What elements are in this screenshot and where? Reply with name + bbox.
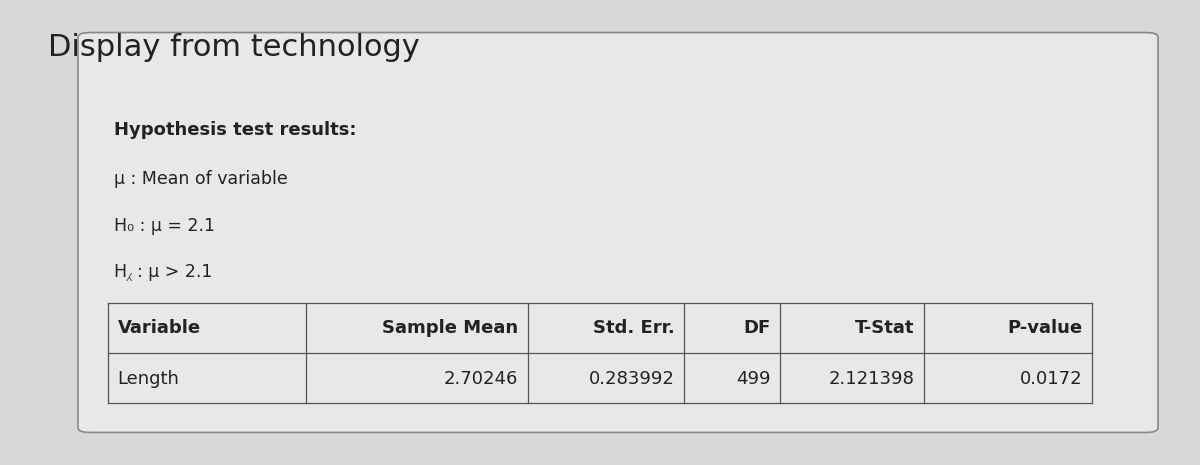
Text: P-value: P-value [1007,319,1082,337]
Text: T-Stat: T-Stat [854,319,914,337]
Text: Display from technology: Display from technology [48,33,420,61]
Text: μ : Mean of variable: μ : Mean of variable [114,170,288,188]
Text: Length: Length [118,370,180,388]
Text: 0.0172: 0.0172 [1020,370,1082,388]
Text: H₀ : μ = 2.1: H₀ : μ = 2.1 [114,217,215,234]
Text: 2.121398: 2.121398 [828,370,914,388]
FancyBboxPatch shape [78,33,1158,432]
Text: DF: DF [743,319,770,337]
Text: Hypothesis test results:: Hypothesis test results: [114,121,356,139]
Text: 0.283992: 0.283992 [588,370,674,388]
Text: Std. Err.: Std. Err. [593,319,674,337]
Text: 2.70246: 2.70246 [444,370,518,388]
Text: Sample Mean: Sample Mean [383,319,518,337]
Text: H⁁ : μ > 2.1: H⁁ : μ > 2.1 [114,263,212,281]
Text: 499: 499 [736,370,770,388]
Text: Variable: Variable [118,319,200,337]
